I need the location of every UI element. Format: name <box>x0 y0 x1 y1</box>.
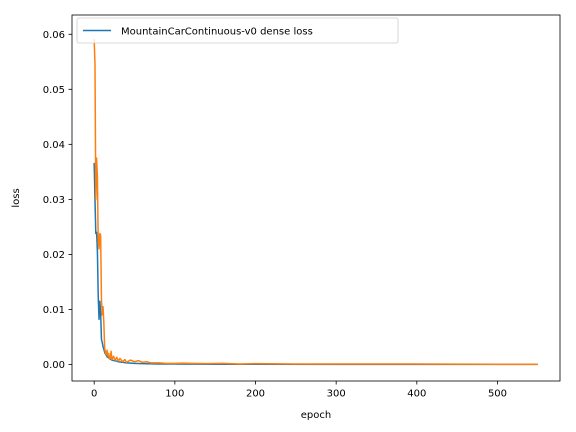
x-tick-label: 200 <box>246 389 265 400</box>
y-tick-label: 0.02 <box>43 250 65 261</box>
plot-area <box>72 15 560 381</box>
legend-label: MountainCarContinuous-v0 dense loss <box>121 27 313 38</box>
y-axis: 0.00 0.01 0.02 0.03 0.04 0.05 0.06 <box>43 30 72 371</box>
x-tick-label: 100 <box>165 389 184 400</box>
y-tick-label: 0.04 <box>43 140 65 151</box>
plot-frame <box>71 14 561 382</box>
y-tick-label: 0.03 <box>43 195 65 206</box>
y-tick-label: 0.05 <box>43 85 65 96</box>
x-tick-label: 300 <box>327 389 346 400</box>
x-axis: 0 100 200 300 400 500 <box>91 381 507 400</box>
legend: MountainCarContinuous-v0 dense loss <box>76 17 399 44</box>
y-tick-label: 0.06 <box>43 30 65 41</box>
y-tick-label: 0.00 <box>43 360 65 371</box>
x-axis-label: epoch <box>301 410 331 421</box>
series-layer <box>93 38 538 366</box>
series-line-2 <box>93 38 538 365</box>
x-tick-label: 500 <box>488 389 507 400</box>
y-axis-label: loss <box>11 188 22 207</box>
legend-box <box>76 17 399 44</box>
x-tick-label: 0 <box>91 389 97 400</box>
x-tick-label: 400 <box>407 389 426 400</box>
y-tick-label: 0.01 <box>43 305 65 316</box>
